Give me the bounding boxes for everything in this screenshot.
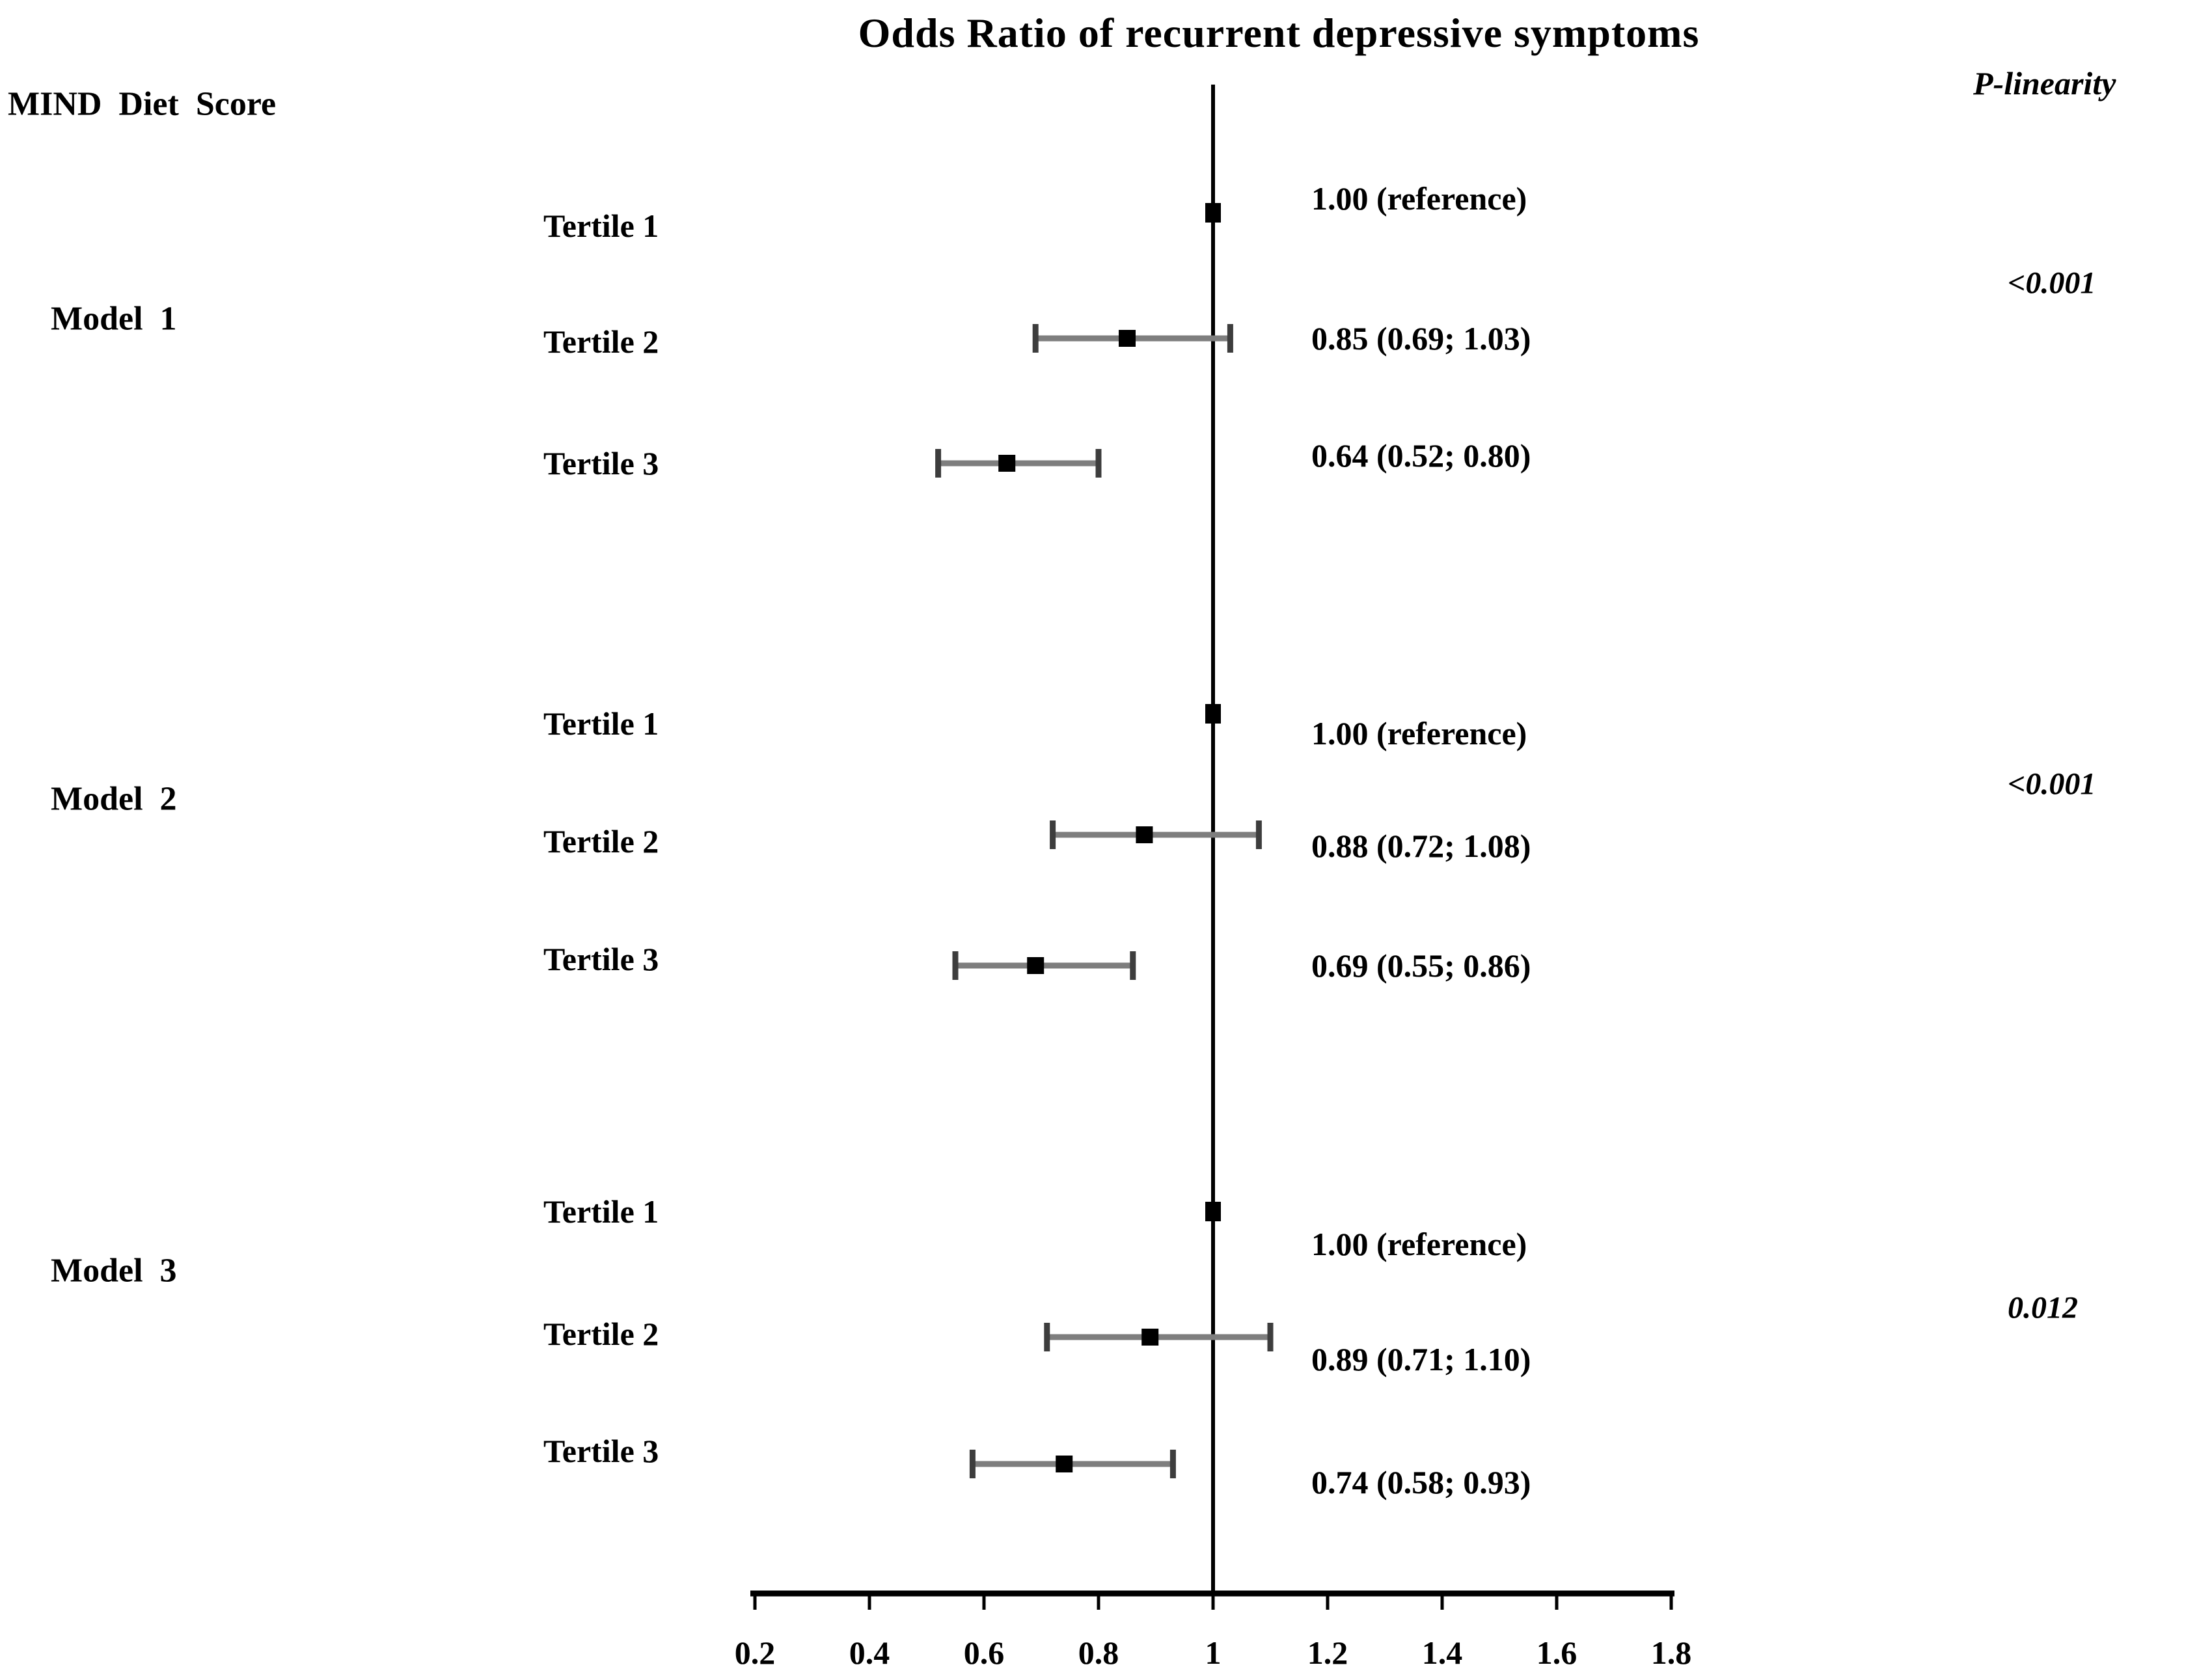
x-tick-label: 1.6 [1536, 1634, 1578, 1671]
or-ci-text: 0.88 (0.72; 1.08) [1311, 828, 1531, 864]
p-linearity-value: 0.012 [2008, 1290, 2078, 1325]
model-label: Model 2 [51, 780, 177, 818]
row-category-header: MIND Diet Score [8, 85, 277, 123]
model-label: Model 1 [51, 300, 177, 338]
or-ci-text: 1.00 (reference) [1311, 180, 1527, 217]
tertile-label: Tertile 2 [543, 323, 659, 360]
x-tick-label: 1.2 [1307, 1634, 1348, 1671]
or-ci-text: 1.00 (reference) [1311, 1226, 1527, 1262]
p-linearity-header: P-linearity [1973, 65, 2116, 102]
or-marker [1205, 1202, 1221, 1221]
x-tick-label: 1.4 [1421, 1634, 1463, 1671]
x-tick-label: 1.8 [1650, 1634, 1692, 1671]
tertile-label: Tertile 3 [543, 941, 659, 977]
tertile-label: Tertile 3 [543, 445, 659, 481]
x-tick-label: 0.2 [734, 1634, 776, 1671]
tertile-label: Tertile 1 [543, 705, 659, 742]
or-ci-text: 0.64 (0.52; 0.80) [1311, 437, 1531, 474]
or-ci-text: 0.85 (0.69; 1.03) [1311, 320, 1531, 357]
p-linearity-value: <0.001 [2008, 766, 2096, 802]
p-linearity-value: <0.001 [2008, 265, 2096, 301]
tertile-label: Tertile 2 [543, 823, 659, 860]
tertile-label: Tertile 2 [543, 1316, 659, 1352]
or-ci-text: 1.00 (reference) [1311, 715, 1527, 752]
or-marker [1136, 826, 1153, 843]
model-label: Model 3 [51, 1252, 177, 1290]
or-marker [1027, 957, 1045, 974]
or-marker [998, 455, 1016, 472]
or-marker [1119, 330, 1136, 347]
or-marker [1056, 1456, 1073, 1472]
x-tick-label: 0.6 [963, 1634, 1005, 1671]
tertile-label: Tertile 3 [543, 1433, 659, 1469]
or-ci-text: 0.69 (0.55; 0.86) [1311, 947, 1531, 984]
tertile-label: Tertile 1 [543, 1193, 659, 1230]
x-tick-label: 0.4 [849, 1634, 890, 1671]
x-tick-label: 0.8 [1078, 1634, 1119, 1671]
or-ci-text: 0.89 (0.71; 1.10) [1311, 1341, 1531, 1377]
or-marker [1205, 704, 1221, 724]
or-ci-text: 0.74 (0.58; 0.93) [1311, 1464, 1531, 1500]
or-marker [1141, 1329, 1159, 1346]
tertile-label: Tertile 1 [543, 208, 659, 244]
or-marker [1205, 203, 1221, 223]
x-tick-label: 1 [1205, 1634, 1222, 1671]
page-title: Odds Ratio of recurrent depressive sympt… [858, 10, 1700, 56]
